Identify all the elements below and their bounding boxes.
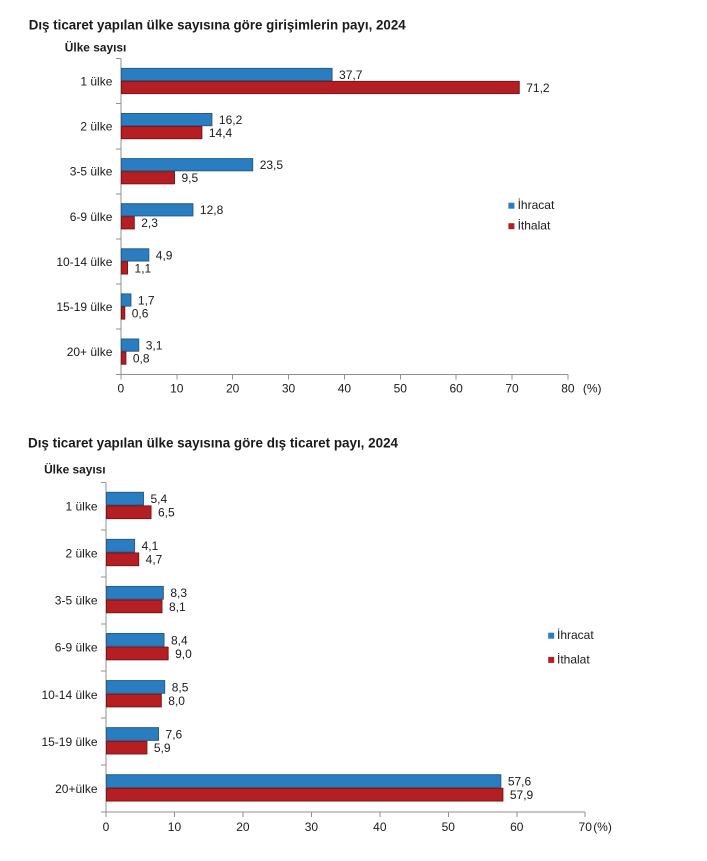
svg-text:Ülke sayısı: Ülke sayısı — [65, 39, 127, 54]
svg-text:5,4: 5,4 — [150, 492, 167, 506]
svg-text:4,7: 4,7 — [146, 553, 163, 567]
svg-text:9,0: 9,0 — [175, 647, 192, 661]
svg-text:0: 0 — [103, 820, 110, 834]
svg-text:2 ülke: 2 ülke — [80, 120, 112, 134]
svg-text:(%): (%) — [583, 382, 602, 396]
svg-text:İthalat: İthalat — [518, 219, 551, 233]
svg-text:6-9 ülke: 6-9 ülke — [55, 641, 98, 655]
svg-text:71,2: 71,2 — [526, 81, 550, 95]
svg-text:0,8: 0,8 — [133, 352, 150, 366]
svg-text:80: 80 — [561, 382, 575, 396]
svg-text:8,5: 8,5 — [172, 680, 189, 694]
svg-text:İhracat: İhracat — [518, 198, 555, 212]
svg-text:57,9: 57,9 — [510, 788, 534, 802]
svg-text:20: 20 — [236, 820, 250, 834]
svg-text:Ülke sayısı: Ülke sayısı — [44, 461, 106, 476]
svg-text:10-14 ülke: 10-14 ülke — [41, 688, 97, 702]
svg-text:20+ ülke: 20+ ülke — [67, 345, 113, 359]
svg-text:20+ülke: 20+ülke — [55, 782, 98, 796]
svg-text:6,5: 6,5 — [158, 506, 175, 520]
svg-text:İhracat: İhracat — [557, 628, 594, 642]
svg-text:9,5: 9,5 — [181, 171, 198, 185]
svg-text:Dış ticaret yapılan ülke sayıs: Dış ticaret yapılan ülke sayısına göre g… — [29, 16, 406, 32]
svg-text:30: 30 — [305, 820, 319, 834]
svg-text:1,1: 1,1 — [135, 261, 152, 275]
svg-text:50: 50 — [442, 820, 456, 834]
svg-text:60: 60 — [510, 820, 524, 834]
svg-text:6-9 ülke: 6-9 ülke — [70, 210, 113, 224]
svg-text:0,6: 0,6 — [132, 306, 149, 320]
svg-text:60: 60 — [449, 382, 463, 396]
svg-text:16,2: 16,2 — [219, 113, 243, 127]
svg-text:2,3: 2,3 — [141, 216, 158, 230]
svg-text:10: 10 — [168, 820, 182, 834]
svg-text:70: 70 — [579, 820, 593, 834]
svg-text:8,1: 8,1 — [169, 600, 186, 614]
svg-text:5,9: 5,9 — [154, 741, 171, 755]
svg-text:37,7: 37,7 — [339, 68, 363, 82]
svg-text:8,3: 8,3 — [170, 586, 187, 600]
svg-text:57,6: 57,6 — [508, 774, 532, 788]
svg-text:3,1: 3,1 — [146, 339, 163, 353]
svg-text:20: 20 — [226, 382, 240, 396]
svg-text:4,9: 4,9 — [156, 248, 173, 262]
svg-text:4,1: 4,1 — [142, 539, 159, 553]
svg-text:Dış ticaret yapılan ülke sayıs: Dış ticaret yapılan ülke sayısına göre d… — [28, 434, 398, 450]
svg-text:İthalat: İthalat — [557, 652, 590, 666]
svg-text:70: 70 — [505, 382, 519, 396]
svg-text:2 ülke: 2 ülke — [65, 547, 97, 561]
svg-text:10-14 ülke: 10-14 ülke — [56, 255, 112, 269]
svg-text:(%): (%) — [593, 820, 612, 834]
svg-text:14,4: 14,4 — [209, 126, 233, 140]
svg-text:40: 40 — [338, 382, 352, 396]
svg-text:1,7: 1,7 — [138, 293, 155, 307]
svg-text:30: 30 — [282, 382, 296, 396]
svg-text:15-19 ülke: 15-19 ülke — [56, 300, 112, 314]
svg-text:0: 0 — [118, 382, 125, 396]
svg-text:15-19 ülke: 15-19 ülke — [41, 735, 97, 749]
svg-text:7,6: 7,6 — [166, 727, 183, 741]
svg-text:3-5 ülke: 3-5 ülke — [70, 165, 113, 179]
svg-text:12,8: 12,8 — [200, 203, 224, 217]
svg-text:40: 40 — [373, 820, 387, 834]
svg-text:50: 50 — [394, 382, 408, 396]
svg-text:1 ülke: 1 ülke — [80, 74, 112, 88]
svg-text:23,5: 23,5 — [260, 158, 284, 172]
svg-text:8,4: 8,4 — [171, 633, 188, 647]
svg-text:3-5 ülke: 3-5 ülke — [55, 594, 98, 608]
svg-text:8,0: 8,0 — [168, 694, 185, 708]
svg-text:10: 10 — [170, 382, 184, 396]
svg-text:1 ülke: 1 ülke — [65, 500, 97, 514]
